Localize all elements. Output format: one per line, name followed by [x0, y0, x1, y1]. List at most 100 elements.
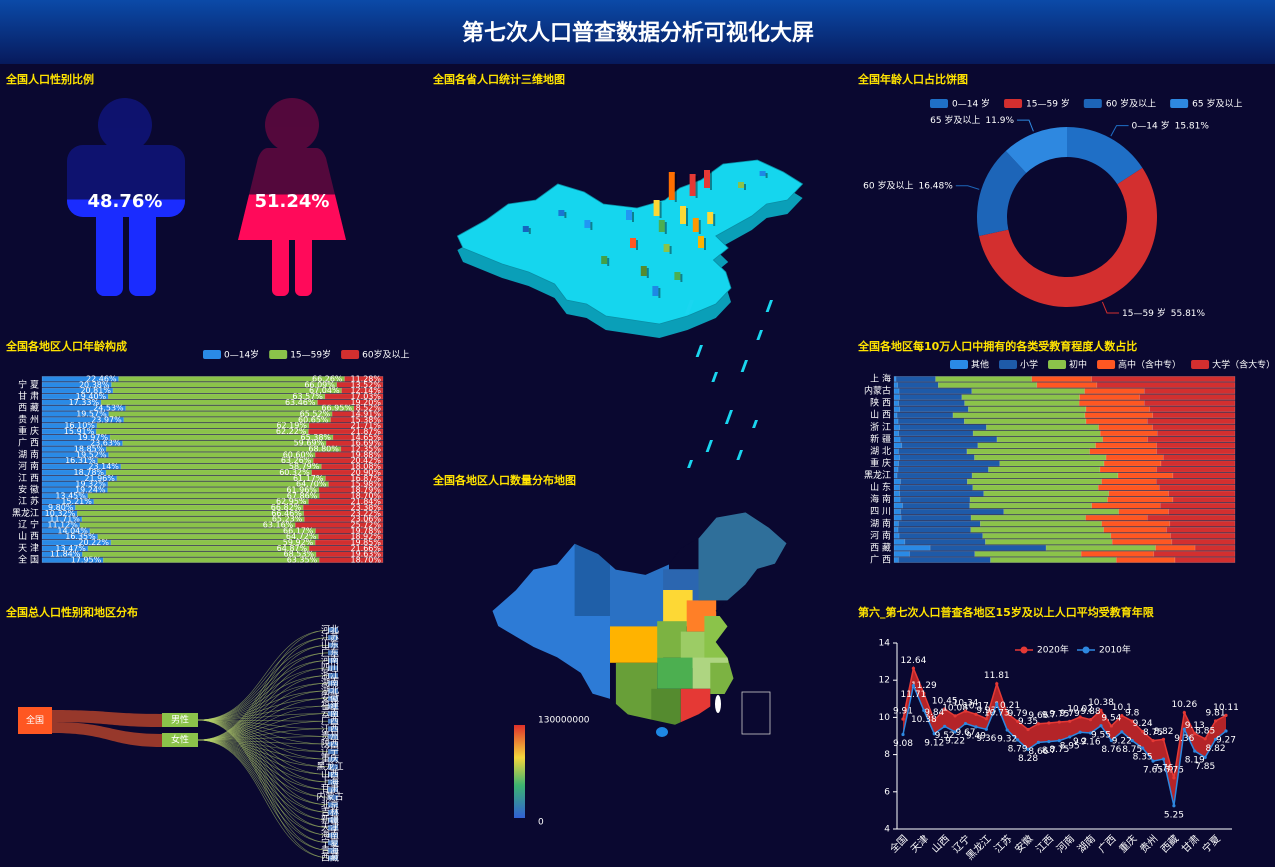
bar-label: 63.35% — [287, 556, 318, 565]
bar-label: 67.04% — [309, 386, 340, 395]
map-bar-side — [658, 288, 661, 298]
bar-segment — [1155, 545, 1196, 551]
bar-label: 21.87% — [350, 427, 381, 436]
bar-segment — [893, 466, 899, 473]
link — [197, 719, 331, 859]
bar-segment — [977, 442, 1096, 449]
node — [328, 673, 338, 679]
node — [328, 703, 338, 709]
link — [197, 719, 331, 836]
figure-part — [67, 145, 185, 217]
map-bar — [653, 200, 660, 216]
map-bar-side — [680, 274, 683, 282]
point — [1161, 737, 1166, 741]
point — [943, 724, 947, 728]
bar-segment — [899, 454, 975, 461]
link — [197, 719, 331, 828]
legend-swatch — [1097, 360, 1116, 369]
node — [328, 741, 338, 747]
figure-part — [272, 232, 289, 296]
point-label: 10.45 — [932, 697, 958, 707]
bar-segment — [893, 490, 900, 497]
slice-category: 15—59 岁 — [1122, 306, 1166, 318]
slice-value: 11.9% — [985, 116, 1014, 126]
bar-segment — [1099, 466, 1157, 473]
slice-category: 0—14 岁 — [1132, 119, 1170, 131]
category-label: 贵 州 — [18, 413, 39, 425]
category-label: 内蒙古 — [864, 385, 891, 397]
category-label: 广 西 — [870, 553, 891, 565]
point — [943, 707, 947, 711]
bar-segment — [971, 388, 1085, 394]
map-bar-side — [704, 238, 706, 250]
slice-category: 65 岁及以上 — [930, 114, 980, 126]
bar-label: 15.38% — [350, 415, 381, 424]
bar-label: 24.53% — [93, 404, 124, 413]
bar-label: 15.21% — [61, 497, 92, 506]
map-bar — [558, 210, 565, 216]
legend-label: 其他 — [971, 359, 989, 371]
map-bar-side — [590, 222, 593, 230]
map-bar-side — [632, 212, 634, 222]
bar-label: 18.70% — [351, 491, 382, 500]
point-label: 10.11 — [1213, 703, 1239, 713]
bar-segment — [1152, 412, 1236, 419]
point — [1088, 731, 1093, 735]
bar-segment — [41, 458, 98, 464]
bar-label: 60.60% — [283, 450, 314, 459]
legend-label: 60 岁及以上 — [1106, 98, 1156, 110]
bar-segment — [974, 551, 1082, 557]
point-label: 9.79 — [1008, 709, 1028, 719]
bar-segment — [897, 527, 971, 533]
point-label: 10.38 — [1088, 698, 1114, 708]
point — [1068, 735, 1072, 739]
point — [1141, 729, 1145, 734]
map-bar — [759, 171, 766, 176]
bar-label: 20.42% — [350, 456, 381, 465]
node — [328, 825, 338, 831]
y-tick-label: 6 — [884, 787, 890, 797]
bar-segment — [893, 448, 899, 455]
link — [197, 739, 331, 836]
point-label: 9.8 — [1125, 709, 1140, 719]
bar-segment — [315, 528, 384, 534]
bar-segment — [900, 478, 968, 485]
point-label: 9.49 — [966, 731, 986, 741]
bar-segment — [900, 514, 972, 521]
link — [197, 652, 331, 721]
bar-segment — [331, 411, 384, 417]
legend-label: 2010年 — [1099, 644, 1131, 656]
point — [932, 732, 936, 736]
bar-label: 66.17% — [283, 526, 314, 535]
link — [197, 660, 331, 741]
category-label: 宁 夏 — [18, 378, 39, 390]
legend-marker — [1082, 646, 1090, 654]
donut-slice — [1067, 127, 1143, 185]
bar-label: 59.92% — [283, 538, 314, 547]
bar-segment — [1003, 508, 1119, 515]
bar-segment — [893, 460, 899, 467]
island — [684, 300, 694, 314]
point — [932, 718, 936, 722]
bar-segment — [985, 539, 1113, 545]
bar-segment — [1171, 539, 1236, 545]
point-label: 8.75 — [1122, 745, 1142, 755]
bar-segment — [321, 463, 384, 470]
bar-label: 11.12% — [47, 521, 78, 530]
map-bar — [668, 172, 675, 200]
category-label: 黑龙江 — [864, 469, 891, 481]
legend-label: 大学（含大专） — [1212, 359, 1275, 371]
bar-segment — [898, 430, 974, 437]
bar-segment — [893, 472, 898, 479]
map-bar — [630, 238, 636, 248]
bar-label: 20.90% — [350, 468, 381, 477]
slice-label: 15—59 岁 55.81% — [1122, 306, 1206, 318]
bar-label: 19.40% — [76, 392, 107, 401]
link — [197, 719, 331, 722]
bar-segment — [295, 522, 384, 528]
value-label: 51.24% — [255, 191, 330, 212]
island — [711, 372, 719, 382]
bar-segment — [897, 418, 965, 425]
bar-segment — [315, 452, 384, 458]
panel-title: 全国年龄人口占比饼图 — [857, 72, 968, 86]
